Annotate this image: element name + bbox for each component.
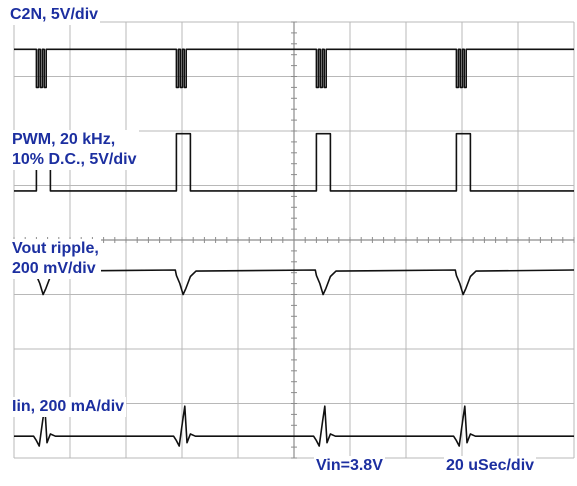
vin-annotation: Vin=3.8V: [314, 456, 385, 476]
vout-ripple-label-line-1: Vout ripple,: [12, 240, 99, 257]
c2n-label-line: C2N, 5V/div: [10, 6, 99, 23]
c2n-trace: [14, 48, 574, 89]
vout-ripple-trace: [14, 269, 575, 296]
pwm-label-line-1: PWM, 20 kHz,: [12, 131, 116, 148]
iin-trace: [14, 405, 574, 447]
iin-label-line: Iin, 200 mA/div: [12, 398, 125, 415]
vout-ripple-label-line-2: 200 mV/div: [12, 260, 96, 277]
c2n-label: C2N, 5V/div: [8, 5, 101, 25]
timebase-annotation: 20 uSec/div: [444, 456, 537, 476]
graticule-grid: [13, 21, 575, 459]
pwm-label: PWM, 20 kHz, 10% D.C., 5V/div: [10, 130, 139, 170]
vout-ripple-label: Vout ripple, 200 mV/div: [10, 239, 101, 279]
pwm-label-line-2: 10% D.C., 5V/div: [12, 151, 137, 168]
iin-label: Iin, 200 mA/div: [10, 397, 127, 417]
